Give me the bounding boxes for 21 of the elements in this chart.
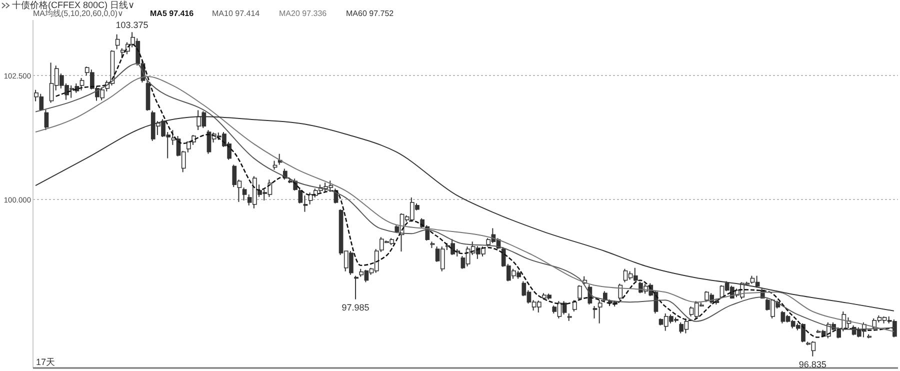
annotation: 96.835 — [798, 359, 826, 370]
candlestick — [603, 290, 608, 302]
text: MA20 97.336 — [279, 9, 328, 18]
candlestick — [592, 306, 598, 319]
candlestick — [618, 283, 623, 301]
candlestick — [598, 300, 602, 324]
annotation: 97.985 — [342, 302, 370, 312]
text: MA5 97.416 — [150, 9, 194, 18]
candlestick — [44, 109, 49, 131]
candlestick — [354, 275, 358, 300]
candlestick — [572, 300, 577, 312]
chart-subtitle: MA均线(5,10,20,60,0,0)∨ — [33, 9, 124, 18]
candlestick — [578, 284, 582, 301]
text: MA60 97.752 — [346, 9, 394, 18]
candlestick — [80, 78, 84, 91]
annotation: 103.375 — [116, 20, 148, 30]
text: MA10 97.414 — [212, 9, 260, 18]
candlestick — [115, 34, 120, 50]
chart-title: 十债价格(CFFEX 800C) 日线∨ — [12, 0, 135, 10]
annotation: 17天 — [36, 357, 56, 367]
candlestick — [242, 187, 247, 201]
